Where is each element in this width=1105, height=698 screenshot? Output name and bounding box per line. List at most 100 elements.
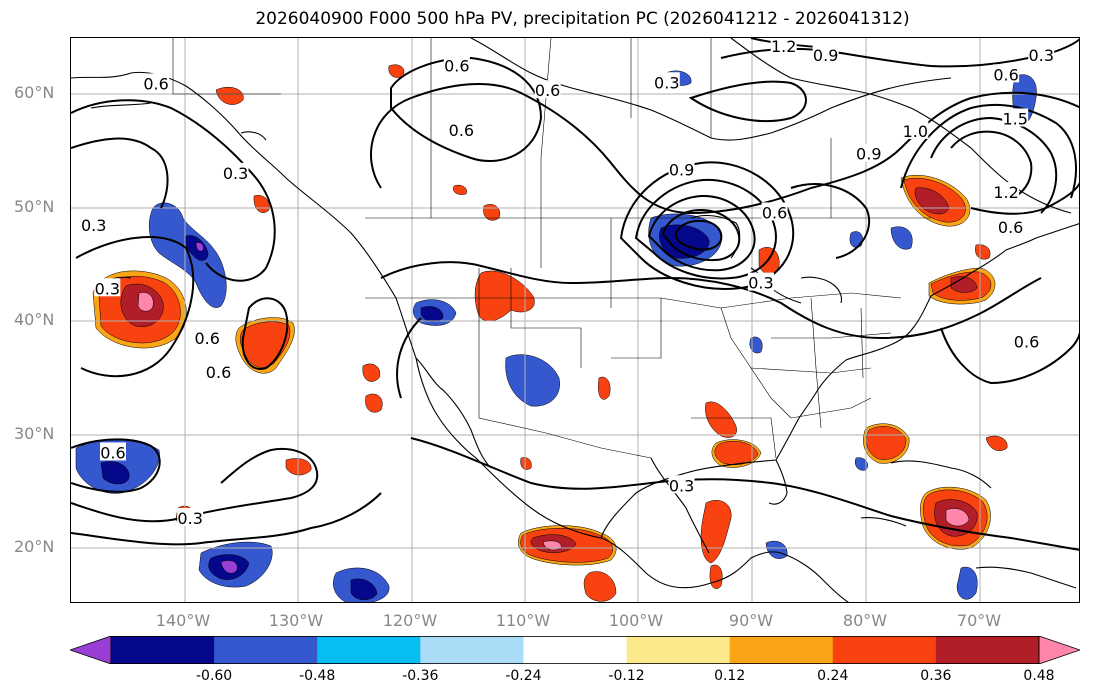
pv-contours	[71, 38, 1079, 551]
colorbar-segment	[935, 636, 1040, 664]
precip-area-positive	[709, 564, 723, 589]
lat-label-60n: 60°N	[14, 83, 55, 102]
precip-area-positive	[474, 270, 535, 322]
colorbar-extend-high	[1038, 636, 1080, 664]
contour-label: 0.6	[998, 218, 1023, 237]
precip-area-positive	[758, 247, 780, 275]
contour-label: 0.3	[223, 164, 248, 183]
contour-label-background	[653, 72, 680, 91]
contour-label-background	[993, 64, 1020, 83]
contour-label-background	[94, 278, 121, 297]
colorbar-tick-label: 0.36	[920, 668, 952, 684]
colorbar-segment	[626, 636, 731, 664]
colorbar-tick-label: -0.60	[195, 668, 233, 684]
contour-label: 0.6	[535, 81, 560, 100]
colorbar-segment	[420, 636, 524, 664]
contour-label-background	[177, 508, 204, 527]
colorbar-frame	[110, 636, 1040, 664]
contour-label-background	[747, 272, 774, 291]
contour-label-background	[1002, 108, 1029, 127]
contour-label-background	[205, 362, 232, 381]
contour-label: 1.2	[771, 38, 796, 56]
colorbar-tick-label: -0.48	[299, 668, 336, 684]
contour-label-background	[448, 119, 475, 138]
colorbar-tick-label: -0.24	[505, 668, 542, 684]
contour-label: 0.6	[762, 203, 787, 222]
contour-label: 0.6	[444, 56, 469, 75]
precip-area-positive	[975, 244, 991, 260]
contour-label: 0.3	[177, 509, 202, 528]
political-borders	[172, 38, 931, 459]
map-title: 2026040900 F000 500 hPa PV, precipitatio…	[255, 9, 910, 29]
precip-area-positive	[705, 401, 737, 438]
colorbar-tick-label: 0.12	[714, 668, 746, 684]
precip-area-negative	[350, 578, 378, 601]
contour-label: 0.6	[449, 121, 474, 140]
colorbar-tick-label: 0.24	[817, 668, 849, 684]
contour-label-background	[80, 214, 107, 233]
contour-label: 0.9	[669, 160, 694, 179]
contour-label: 0.6	[1014, 333, 1039, 352]
contour-label-background	[761, 202, 788, 221]
precip-area-positive	[714, 441, 759, 465]
precip-area-negative	[195, 242, 204, 252]
colorbar-tick-label: -0.36	[402, 668, 439, 684]
colorbar-segment	[832, 636, 937, 664]
colorbar-segment	[523, 636, 628, 664]
precip-area-positive	[950, 276, 978, 293]
colorbar-segment	[317, 636, 421, 664]
lat-label-50n: 50°N	[14, 197, 55, 216]
lon-label-140w: 140°W	[155, 611, 211, 630]
colorbar-segment	[729, 636, 834, 664]
contour-label-background	[143, 73, 170, 92]
contour-label-background	[902, 120, 929, 139]
contour-label-background	[770, 38, 797, 55]
contour-label: 0.9	[856, 145, 881, 164]
map-panel: 0.6 0.6 0.6 0.6 0.6 0.6 0.6 0.3 0.3 0.3 0.3 0.3 0.3 0…	[70, 37, 1080, 603]
lon-label-120w: 120°W	[382, 611, 438, 630]
contour-label: 0.9	[813, 46, 838, 65]
contour-label: 0.6	[194, 329, 219, 348]
precip-area-positive	[945, 508, 970, 527]
precip-area-positive	[985, 435, 1008, 451]
map-canvas: 0.6 0.6 0.6 0.6 0.6 0.6 0.6 0.3 0.3 0.3 0.3 0.3 0.3 0…	[71, 38, 1079, 602]
lon-label-90w: 90°W	[728, 611, 774, 630]
contour-label-background	[812, 45, 839, 64]
colorbar-segment	[214, 636, 318, 664]
precip-area-negative	[659, 224, 710, 259]
colorbar	[70, 636, 1080, 664]
precip-area-positive	[285, 458, 312, 476]
lat-label-30n: 30°N	[14, 424, 55, 443]
precip-area-negative	[765, 540, 788, 559]
contour-label-background	[222, 162, 249, 181]
contour-label: 0.3	[654, 73, 679, 92]
contour-label: 0.6	[206, 363, 231, 382]
lon-label-70w: 70°W	[956, 611, 1002, 630]
precip-area-negative	[956, 566, 978, 600]
contour-label-background	[855, 143, 882, 162]
precip-area-positive	[520, 457, 532, 470]
precip-area-positive	[362, 363, 381, 382]
contour-label-background	[668, 159, 695, 178]
contour-label-background	[1028, 45, 1055, 64]
contour-label: 1.2	[993, 183, 1018, 202]
gridlines	[71, 38, 1079, 602]
contour-label-background	[668, 475, 695, 494]
lon-label-110w: 110°W	[495, 611, 551, 630]
lon-label-130w: 130°W	[268, 611, 324, 630]
precip-area-negative	[220, 560, 238, 574]
lon-label-100w: 100°W	[608, 611, 664, 630]
precip-area-negative	[749, 336, 763, 354]
precip-area-positive	[914, 187, 950, 215]
contour-label-background	[194, 328, 221, 347]
colorbar-tick-label: -0.12	[608, 668, 645, 684]
lon-label-80w: 80°W	[842, 611, 888, 630]
precip-area-negative	[420, 306, 444, 322]
contour-label: 0.3	[1029, 46, 1054, 65]
colorbar-extend-low	[70, 636, 112, 664]
precip-area-positive	[137, 292, 154, 312]
precip-area-positive	[365, 393, 383, 413]
contour-label-background	[997, 217, 1024, 236]
contour-label-background	[534, 80, 561, 99]
precip-area-positive	[215, 86, 244, 105]
